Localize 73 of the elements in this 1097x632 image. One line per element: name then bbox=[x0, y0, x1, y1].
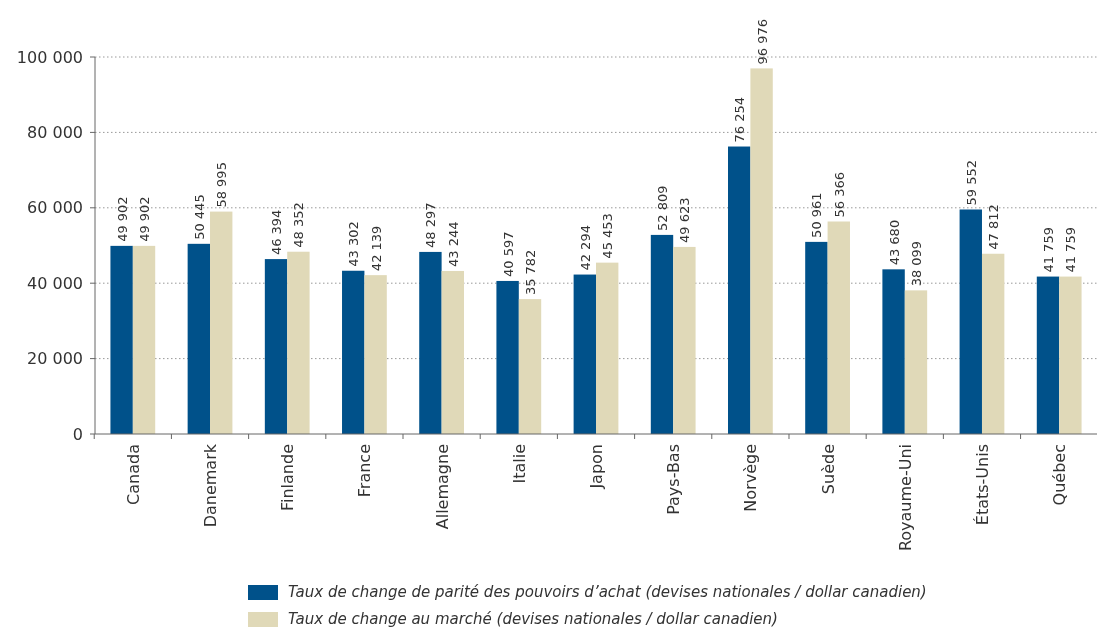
bar bbox=[827, 221, 850, 434]
data-label: 41 759 bbox=[1063, 227, 1079, 273]
data-label: 59 552 bbox=[963, 159, 979, 206]
y-tick-label: 20 000 bbox=[27, 349, 83, 369]
bar bbox=[496, 280, 519, 434]
x-tick-label: Suède bbox=[818, 444, 838, 495]
data-label: 35 782 bbox=[523, 249, 538, 296]
data-label: 47 812 bbox=[986, 204, 1002, 250]
bar bbox=[650, 234, 674, 434]
data-label: 42 139 bbox=[368, 225, 384, 272]
x-tick-label: États-Unis bbox=[972, 444, 992, 526]
data-label: 46 394 bbox=[269, 209, 285, 256]
x-tick-label: Québec bbox=[1050, 444, 1070, 506]
x-tick-label: Japon bbox=[587, 444, 606, 490]
y-tick-label: 100 000 bbox=[16, 47, 83, 67]
data-label: 45 453 bbox=[600, 213, 616, 259]
y-tick-label: 80 000 bbox=[27, 123, 83, 142]
legend-label: Taux de change au marché (devises nationales / dollar canadien) bbox=[288, 610, 778, 628]
bar bbox=[287, 251, 310, 434]
y-tick-label: 60 000 bbox=[27, 198, 83, 218]
x-tick-label: Danemark bbox=[201, 443, 221, 528]
bar bbox=[210, 211, 233, 434]
bar bbox=[805, 241, 828, 434]
y-tick-label: 0 bbox=[72, 424, 83, 444]
x-tick-label: Pays-Bas bbox=[664, 444, 684, 515]
data-label: 48 297 bbox=[423, 202, 439, 248]
data-label: 41 759 bbox=[1040, 227, 1056, 273]
x-tick-label: Canada bbox=[123, 444, 143, 505]
bar bbox=[573, 274, 596, 434]
x-tick-label: Italie bbox=[509, 444, 529, 484]
data-label: 50 961 bbox=[809, 192, 825, 238]
data-label: 96 976 bbox=[754, 18, 770, 65]
data-label: 49 902 bbox=[137, 196, 153, 242]
bar bbox=[1036, 276, 1060, 434]
x-tick-label: Norvège bbox=[741, 444, 761, 512]
bar bbox=[981, 253, 1005, 434]
bar bbox=[904, 290, 928, 434]
bar bbox=[750, 68, 773, 434]
bar bbox=[342, 270, 365, 434]
legend-label: Taux de change de parité des pouvoirs d’achat (devises nationales / dollar canadien) bbox=[288, 583, 927, 601]
x-tick-label: France bbox=[355, 444, 375, 498]
bar bbox=[673, 246, 696, 434]
data-label: 43 244 bbox=[445, 221, 461, 267]
data-label: 43 302 bbox=[346, 221, 362, 267]
bar bbox=[264, 259, 288, 434]
bar bbox=[959, 209, 982, 434]
data-label: 38 099 bbox=[908, 240, 924, 287]
data-label: 48 352 bbox=[291, 202, 307, 248]
bar bbox=[728, 146, 751, 434]
bar bbox=[518, 299, 542, 434]
bar bbox=[1059, 276, 1082, 434]
x-tick-label: Allemagne bbox=[432, 444, 452, 530]
bar bbox=[419, 251, 442, 434]
data-label: 40 597 bbox=[500, 231, 516, 277]
data-label: 43 680 bbox=[886, 219, 902, 266]
data-label: 58 995 bbox=[214, 162, 230, 208]
bar bbox=[364, 275, 387, 434]
bar bbox=[882, 269, 905, 434]
bar bbox=[441, 270, 464, 434]
x-tick-label: Royaume-Uni bbox=[895, 444, 915, 552]
data-label: 76 254 bbox=[732, 97, 748, 143]
bar bbox=[187, 243, 211, 434]
data-label: 56 366 bbox=[831, 172, 847, 218]
data-label: 49 902 bbox=[114, 196, 130, 242]
data-label: 42 294 bbox=[577, 225, 593, 271]
x-tick-label: Finlande bbox=[278, 444, 298, 512]
y-tick-label: 40 000 bbox=[27, 273, 83, 293]
bar bbox=[132, 245, 156, 434]
data-label: 50 445 bbox=[191, 194, 207, 240]
data-label: 49 623 bbox=[677, 197, 693, 243]
bar bbox=[596, 262, 619, 434]
data-label: 52 809 bbox=[655, 185, 670, 231]
bar bbox=[110, 245, 133, 434]
